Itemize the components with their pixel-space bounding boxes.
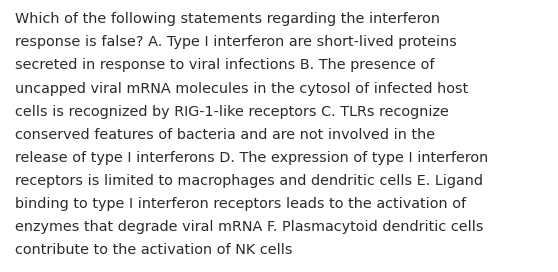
Text: enzymes that degrade viral mRNA F. Plasmacytoid dendritic cells: enzymes that degrade viral mRNA F. Plasm… (15, 220, 484, 234)
Text: binding to type I interferon receptors leads to the activation of: binding to type I interferon receptors l… (15, 197, 466, 211)
Text: conserved features of bacteria and are not involved in the: conserved features of bacteria and are n… (15, 128, 435, 142)
Text: response is false? A. Type I interferon are short-lived proteins: response is false? A. Type I interferon … (15, 35, 457, 49)
Text: cells is recognized by RIG-1-like receptors C. TLRs recognize: cells is recognized by RIG-1-like recept… (15, 105, 449, 119)
Text: receptors is limited to macrophages and dendritic cells E. Ligand: receptors is limited to macrophages and … (15, 174, 483, 188)
Text: release of type I interferons D. The expression of type I interferon: release of type I interferons D. The exp… (15, 151, 488, 165)
Text: secreted in response to viral infections B. The presence of: secreted in response to viral infections… (15, 58, 435, 72)
Text: Which of the following statements regarding the interferon: Which of the following statements regard… (15, 12, 440, 26)
Text: contribute to the activation of NK cells: contribute to the activation of NK cells (15, 243, 292, 257)
Text: uncapped viral mRNA molecules in the cytosol of infected host: uncapped viral mRNA molecules in the cyt… (15, 82, 468, 95)
